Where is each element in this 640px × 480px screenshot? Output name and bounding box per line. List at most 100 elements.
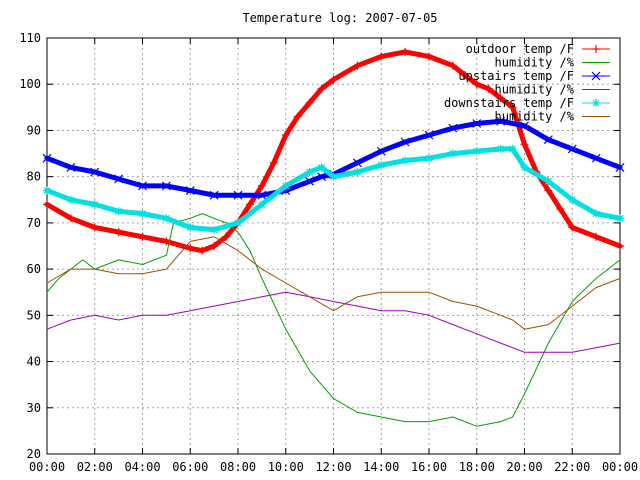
- series-line: [44, 118, 623, 198]
- series-1: [46, 213, 621, 427]
- data-point: [90, 200, 99, 209]
- series-line: [46, 213, 621, 427]
- x-tick-label: 18:00: [459, 460, 495, 474]
- data-point: [162, 214, 171, 223]
- legend-entry: upstairs temp /F: [458, 69, 610, 83]
- data-point: [424, 130, 434, 140]
- data-point: [508, 103, 517, 112]
- x-tick-label: 02:00: [77, 460, 113, 474]
- data-point: [567, 144, 577, 154]
- legend-label: humidity /%: [495, 83, 575, 97]
- data-point: [317, 172, 326, 182]
- data-point: [484, 84, 493, 93]
- data-point: [114, 174, 124, 184]
- legend-entry: outdoor temp /F: [466, 42, 610, 56]
- x-tick-label: 08:00: [220, 460, 256, 474]
- series-4: [43, 144, 624, 234]
- y-tick-label: 40: [27, 355, 41, 369]
- data-point: [138, 181, 147, 191]
- data-point: [568, 223, 577, 232]
- x-tick-label: 20:00: [506, 460, 542, 474]
- y-tick-label: 50: [27, 308, 41, 322]
- data-point: [376, 146, 386, 156]
- legend-entry: humidity /%: [495, 83, 610, 97]
- data-point: [234, 218, 242, 227]
- data-point: [448, 123, 458, 133]
- data-point: [210, 225, 219, 234]
- data-point: [425, 154, 433, 163]
- data-point: [556, 205, 565, 214]
- data-point: [352, 158, 362, 168]
- x-tick-label: 00:00: [602, 460, 638, 474]
- data-point: [281, 181, 290, 190]
- data-point: [138, 209, 147, 218]
- y-tick-label: 90: [27, 123, 41, 137]
- data-point: [43, 200, 51, 209]
- data-point: [114, 228, 123, 237]
- data-point: [257, 181, 266, 190]
- data-point: [245, 200, 254, 209]
- data-point: [329, 172, 338, 181]
- x-tick-label: 06:00: [172, 460, 208, 474]
- grid: [47, 38, 620, 454]
- data-point: [377, 52, 386, 61]
- legend-entry: humidity /%: [495, 56, 610, 70]
- data-point: [293, 112, 302, 121]
- data-point: [305, 168, 314, 177]
- x-tick-label: 04:00: [124, 460, 160, 474]
- data-point: [472, 119, 482, 128]
- data-point: [496, 94, 505, 103]
- y-tick-label: 30: [27, 401, 41, 415]
- data-point: [353, 61, 362, 70]
- chart-title: Temperature log: 2007-07-05: [242, 11, 437, 25]
- series-layer: [42, 47, 625, 427]
- series-line: [46, 236, 621, 330]
- data-point: [161, 181, 171, 191]
- x-tick-label: 00:00: [29, 460, 65, 474]
- data-point: [90, 223, 99, 232]
- data-point: [448, 61, 457, 70]
- data-point: [616, 214, 624, 223]
- data-point: [66, 214, 75, 223]
- data-point: [305, 176, 315, 186]
- data-point: [615, 162, 625, 172]
- y-tick-label: 110: [19, 31, 41, 45]
- data-point: [42, 153, 52, 163]
- y-tick-label: 70: [27, 216, 41, 230]
- y-tick-label: 20: [27, 447, 41, 461]
- data-point: [400, 137, 410, 147]
- data-point: [114, 207, 123, 216]
- data-point: [185, 186, 195, 195]
- legend-label: humidity /%: [495, 56, 575, 70]
- data-point: [425, 52, 433, 61]
- data-point: [472, 80, 481, 89]
- legend-label: outdoor temp /F: [466, 42, 574, 56]
- data-point: [568, 195, 577, 204]
- data-point: [305, 98, 314, 107]
- data-point: [520, 121, 529, 131]
- data-point: [90, 167, 100, 177]
- data-point: [616, 242, 624, 250]
- data-point: [257, 190, 267, 200]
- data-point: [544, 186, 553, 195]
- data-point: [138, 232, 147, 241]
- x-tick-label: 22:00: [554, 460, 590, 474]
- series-0: [43, 47, 624, 255]
- series-5: [46, 236, 621, 330]
- data-point: [520, 163, 529, 172]
- data-point: [353, 168, 362, 177]
- y-tick-label: 100: [19, 77, 41, 91]
- legend-label: upstairs temp /F: [458, 69, 574, 83]
- data-point: [198, 246, 207, 255]
- data-point: [233, 190, 243, 200]
- data-point: [186, 244, 195, 253]
- data-point: [508, 144, 517, 153]
- data-point: [543, 135, 553, 145]
- x-tick-label: 10:00: [268, 460, 304, 474]
- data-point: [257, 200, 266, 209]
- data-point: [592, 209, 601, 218]
- data-point: [496, 116, 506, 126]
- series-2: [42, 116, 625, 200]
